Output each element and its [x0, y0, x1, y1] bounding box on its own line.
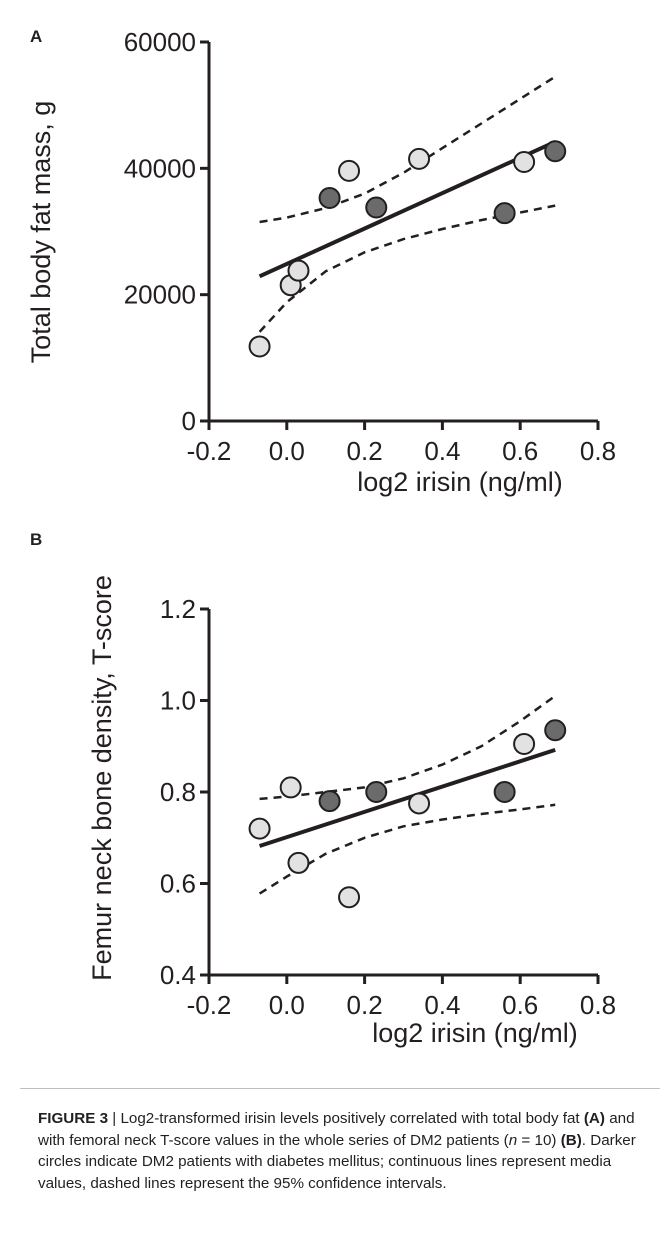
data-point-dark-b [493, 781, 516, 803]
x-tick-label-a: 0.4 [424, 436, 460, 466]
ci-lower-curve-b [258, 803, 556, 895]
ci-upper-curve-a [259, 75, 556, 224]
caption-divider [20, 1088, 660, 1089]
y-tick-label-a: 20000 [124, 280, 196, 310]
data-point-light-a [338, 159, 361, 182]
x-tick-label-a: 0.8 [580, 436, 616, 466]
y-axis-label-a: Total body fat mass, g [26, 101, 56, 364]
data-point-dark-b [318, 790, 341, 813]
y-axis-label-b: Femur neck bone density, T-score [87, 575, 117, 981]
x-tick-label-b: -0.2 [187, 990, 232, 1020]
data-point-dark-a [493, 202, 516, 225]
data-point-dark-b [365, 781, 388, 803]
panel-b: 0.4 0.6 0.8 1.0 1.2 -0.2 0.0 0.2 0.4 0.6 0.8 B Femur… [0, 520, 665, 1050]
caption-text-3: . Darker circles indicate DM2 patients w… [38, 1131, 636, 1192]
x-axis-label-b: log2 irisin (ng/ml) [372, 1018, 578, 1048]
y-tick-label-a: 60000 [124, 27, 196, 57]
x-tick-label-b: 0.8 [580, 990, 616, 1020]
data-point-light-b [279, 776, 302, 799]
caption-n-value: = 10) [517, 1131, 561, 1149]
x-tick-label-b: 0.2 [347, 990, 383, 1020]
x-tick-label-a: 0.2 [347, 436, 383, 466]
panel-label-b: B [30, 530, 42, 549]
caption-figure-label: FIGURE 3 [38, 1110, 109, 1127]
x-tick-label-b: 0.4 [424, 990, 460, 1020]
figure-caption: FIGURE 3 | Log2-transformed irisin level… [38, 1108, 638, 1194]
data-point-dark-a [544, 140, 567, 163]
caption-ref-a: (A) [583, 1110, 605, 1127]
data-point-light-a [513, 151, 536, 174]
x-tick-label-a: 0.0 [269, 436, 305, 466]
y-tick-label-b: 0.8 [160, 777, 196, 807]
fit-line-a [258, 139, 557, 279]
chart-b: 0.4 0.6 0.8 1.0 1.2 -0.2 0.0 0.2 0.4 0.6 0.8 B Femur… [30, 530, 616, 1048]
data-point-light-b [248, 817, 271, 840]
data-point-light-a [248, 335, 271, 358]
caption-text-2: and with femoral neck T-score values in … [38, 1110, 635, 1149]
x-tick-label-a: 0.6 [502, 436, 538, 466]
caption-separator: | [108, 1110, 121, 1127]
data-point-light-b [513, 732, 536, 755]
data-point-light-b [287, 851, 310, 874]
ci-upper-curve-b [259, 694, 556, 801]
data-point-light-b [408, 792, 431, 815]
fit-line-b [258, 748, 556, 848]
x-tick-label-b: 0.0 [269, 990, 305, 1020]
y-tick-label-b: 1.0 [160, 686, 196, 716]
panel-a: 0 20000 40000 60000 -0.2 0.0 0.2 0.4 0.6 0.8 A Tota… [0, 0, 665, 500]
data-point-dark-a [318, 187, 341, 210]
panel-label-a: A [30, 27, 42, 46]
y-tick-label-a: 40000 [124, 153, 196, 183]
x-axis-label-a: log2 irisin (ng/ml) [357, 467, 563, 497]
y-tick-label-b: 0.6 [160, 869, 196, 899]
caption-text-1: Log2-transformed irisin levels positivel… [120, 1110, 584, 1127]
data-point-light-a [287, 259, 310, 282]
y-tick-label-b: 1.2 [160, 594, 196, 624]
data-point-dark-b [544, 719, 567, 742]
caption-ref-b: (B) [560, 1131, 582, 1149]
y-tick-label-a: 0 [182, 406, 196, 436]
caption-n-symbol: n [508, 1131, 518, 1149]
data-point-light-a [408, 147, 431, 170]
x-tick-label-a: -0.2 [187, 436, 232, 466]
x-tick-label-b: 0.6 [502, 990, 538, 1020]
y-tick-label-b: 0.4 [160, 960, 196, 990]
data-point-light-b [338, 886, 361, 909]
data-point-dark-a [365, 196, 388, 219]
chart-a: 0 20000 40000 60000 -0.2 0.0 0.2 0.4 0.6 0.8 A Tota… [26, 27, 616, 497]
